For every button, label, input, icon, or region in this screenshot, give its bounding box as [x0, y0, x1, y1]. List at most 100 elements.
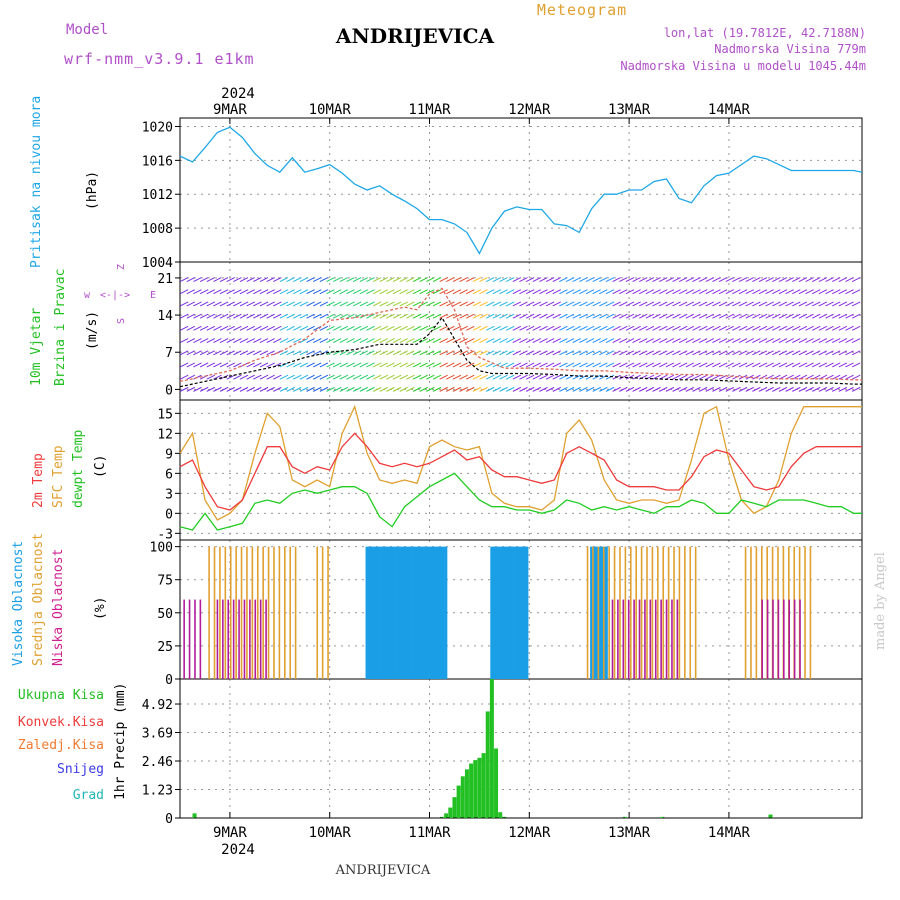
- wind-arrow: [246, 325, 255, 331]
- wind-arrow: [239, 338, 249, 344]
- wind-arrow: [685, 289, 695, 295]
- high-cloud-bar: [604, 546, 608, 679]
- wind-arrow: [572, 338, 581, 344]
- wind-arrow: [559, 313, 568, 319]
- y-tick-label: 0: [165, 383, 173, 398]
- wind-arrow: [392, 338, 402, 344]
- wind-arrow: [439, 277, 448, 282]
- wind-arrow: [505, 301, 515, 307]
- wind-arrow: [253, 313, 262, 319]
- wind-compass-icon: Z w <-|-> E S: [84, 264, 156, 324]
- wind-arrow: [572, 313, 581, 319]
- station-title: ANDRIJEVICA: [335, 24, 495, 48]
- wind-arrow: [572, 325, 581, 331]
- wind-arrow: [652, 325, 661, 331]
- wind-arrow: [532, 277, 542, 282]
- wind-arrow: [825, 313, 834, 319]
- wind-arrow: [825, 277, 834, 282]
- wind-arrow-field: [179, 277, 861, 392]
- wind-arrow: [738, 325, 748, 331]
- wind-arrow: [259, 374, 269, 380]
- wind-arrow: [685, 362, 695, 368]
- wind-arrow: [672, 301, 681, 307]
- wind-arrow: [752, 277, 761, 282]
- precip-bar: [494, 748, 499, 818]
- wind-arrow: [785, 362, 794, 368]
- wind-arrow: [838, 386, 848, 392]
- precip-bar: [452, 797, 457, 818]
- wind-arrow: [326, 374, 335, 380]
- wind-arrow: [765, 301, 774, 307]
- wind-arrow: [798, 386, 808, 392]
- wind-arrow: [539, 301, 548, 307]
- wind-arrow: [419, 289, 428, 295]
- wind-arrow: [346, 313, 355, 319]
- wind-arrow: [512, 277, 522, 282]
- wind-arrow: [512, 325, 522, 331]
- wind-arrow: [259, 362, 269, 368]
- wind-arrow: [738, 350, 748, 356]
- wind-arrow: [725, 289, 734, 295]
- wind-arrow: [419, 386, 428, 392]
- wind-arrow: [206, 338, 215, 344]
- wind-arrow: [752, 362, 761, 368]
- wind-arrow: [432, 386, 442, 392]
- wind-arrow: [758, 313, 768, 319]
- wind-arrow: [565, 301, 575, 307]
- wind-arrow: [765, 362, 774, 368]
- wind-arrow: [732, 325, 741, 331]
- wind-arrow: [492, 350, 502, 356]
- wind-arrow: [579, 350, 588, 356]
- high-cloud-bar: [432, 546, 436, 679]
- wind-arrow: [545, 386, 555, 392]
- wind-arrow: [712, 362, 721, 368]
- wind-arrow: [778, 386, 788, 392]
- wind-arrow: [472, 313, 482, 319]
- y-tick-label: -3: [157, 527, 173, 542]
- y-tick-label: 0: [165, 507, 173, 522]
- wind-arrow: [732, 301, 741, 307]
- wind-arrow: [525, 301, 535, 307]
- wind-arrow: [792, 325, 801, 331]
- wind-arrow: [366, 362, 375, 368]
- wind-arrow: [712, 386, 721, 392]
- wind-arrow: [472, 338, 482, 344]
- wind-arrow: [539, 277, 548, 282]
- wind-arrow: [452, 374, 462, 380]
- wind-arrow: [499, 350, 508, 356]
- wind-arrow: [692, 362, 701, 368]
- wind-arrow: [825, 350, 834, 356]
- wind-arrow: [712, 350, 721, 356]
- wind-arrow: [339, 374, 349, 380]
- wind-arrow: [532, 289, 542, 295]
- wind-arrow: [565, 313, 575, 319]
- wind-arrow: [233, 289, 242, 295]
- wind-arrow: [599, 277, 608, 282]
- wind-arrow: [346, 301, 355, 307]
- wind-arrow: [246, 301, 255, 307]
- y-tick-label: 14: [157, 309, 173, 324]
- wind-arrow: [246, 362, 255, 368]
- wind-arrow: [279, 313, 289, 319]
- wind-arrow: [625, 301, 635, 307]
- wind-arrow: [705, 362, 715, 368]
- wind-arrow: [472, 289, 482, 295]
- wind-arrow: [279, 338, 289, 344]
- wind-arrow: [266, 289, 275, 295]
- high-cloud-bar: [493, 546, 497, 679]
- wind-arrow: [233, 277, 242, 282]
- wind-arrow: [698, 277, 708, 282]
- wind-arrow: [459, 386, 468, 392]
- wind-arrow: [419, 362, 428, 368]
- wind-arrow: [605, 350, 615, 356]
- precip-bar: [448, 807, 453, 818]
- precip-bar: [768, 814, 773, 818]
- wind-arrow: [639, 350, 648, 356]
- wind-arrow: [851, 338, 861, 344]
- high-cloud-bar: [438, 546, 442, 679]
- wind-arrow: [698, 289, 708, 295]
- wind-arrow: [379, 362, 388, 368]
- wind-arrow: [505, 350, 515, 356]
- wind-arrow: [698, 386, 708, 392]
- wind-arrow: [738, 301, 748, 307]
